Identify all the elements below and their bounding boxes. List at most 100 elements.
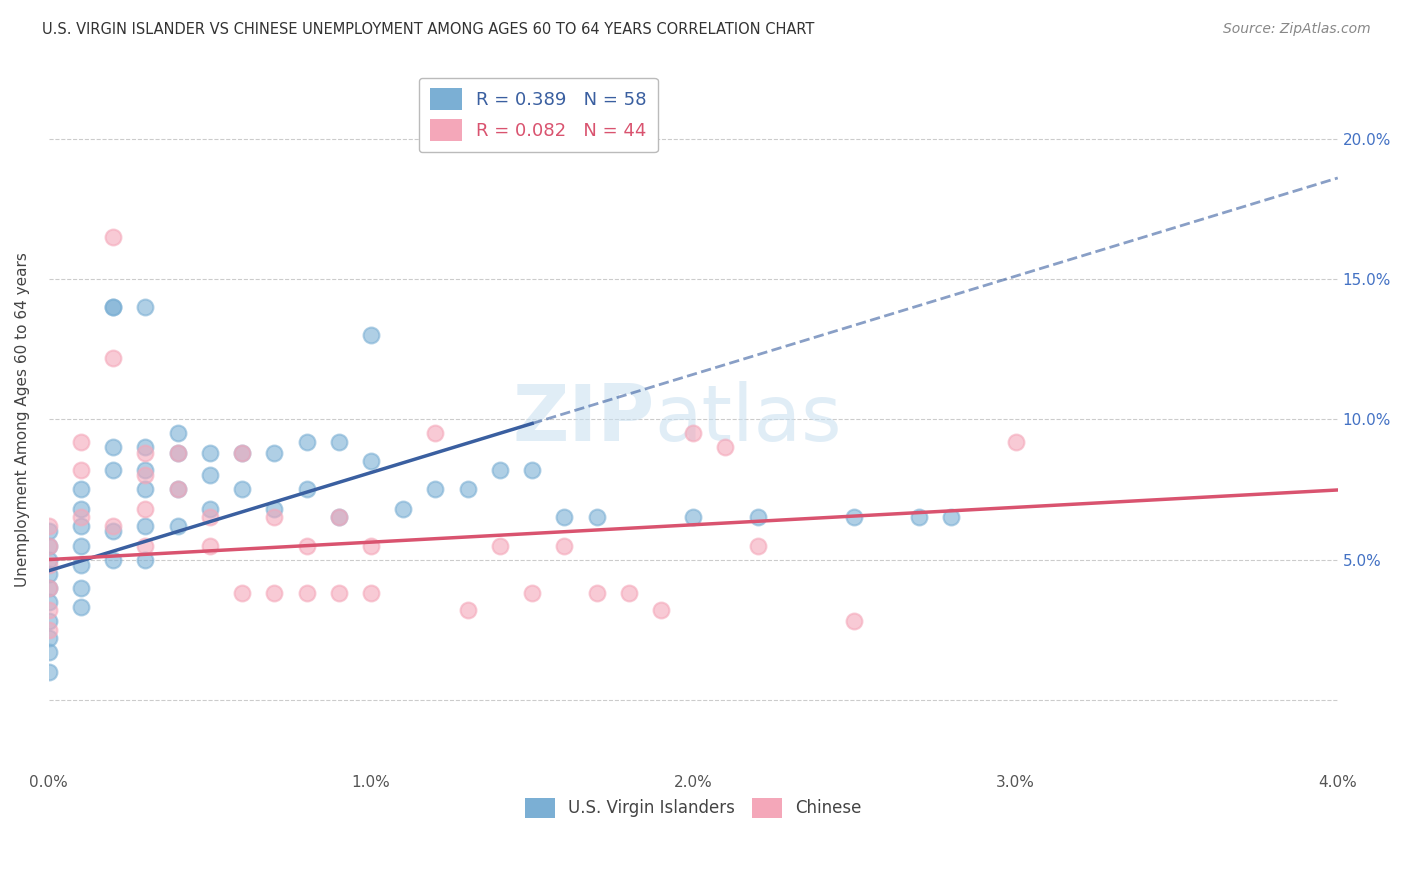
Point <box>328 510 350 524</box>
Point <box>38 552 60 566</box>
Point <box>231 483 253 497</box>
Text: U.S. VIRGIN ISLANDER VS CHINESE UNEMPLOYMENT AMONG AGES 60 TO 64 YEARS CORRELATI: U.S. VIRGIN ISLANDER VS CHINESE UNEMPLOY… <box>42 22 814 37</box>
Legend: U.S. Virgin Islanders, Chinese: U.S. Virgin Islanders, Chinese <box>519 791 869 825</box>
Point <box>328 586 350 600</box>
Point <box>134 539 156 553</box>
Point <box>38 665 60 679</box>
Point <box>134 502 156 516</box>
Point <box>198 468 221 483</box>
Point <box>295 434 318 449</box>
Point <box>166 519 188 533</box>
Point <box>103 300 125 314</box>
Point <box>747 539 769 553</box>
Point <box>166 483 188 497</box>
Point <box>844 615 866 629</box>
Point <box>134 463 156 477</box>
Point <box>198 446 221 460</box>
Point <box>328 510 350 524</box>
Point <box>263 446 285 460</box>
Point <box>38 631 60 645</box>
Point <box>489 539 512 553</box>
Point <box>585 510 607 524</box>
Point <box>103 552 125 566</box>
Point <box>166 426 188 441</box>
Point <box>425 426 447 441</box>
Point <box>103 230 125 244</box>
Point <box>360 328 382 343</box>
Point <box>70 519 93 533</box>
Point <box>38 603 60 617</box>
Point <box>263 502 285 516</box>
Point <box>166 446 188 460</box>
Point <box>38 581 60 595</box>
Point <box>520 586 543 600</box>
Point <box>103 524 125 539</box>
Point <box>844 510 866 524</box>
Point <box>295 586 318 600</box>
Point <box>231 446 253 460</box>
Point <box>38 558 60 573</box>
Point <box>198 502 221 516</box>
Point <box>70 600 93 615</box>
Point <box>38 519 60 533</box>
Point <box>747 510 769 524</box>
Point <box>38 594 60 608</box>
Point <box>134 468 156 483</box>
Point <box>295 483 318 497</box>
Point <box>134 519 156 533</box>
Text: ZIP: ZIP <box>512 381 655 458</box>
Point <box>457 483 479 497</box>
Point <box>134 552 156 566</box>
Point <box>70 483 93 497</box>
Point <box>134 483 156 497</box>
Point <box>103 440 125 454</box>
Point <box>38 524 60 539</box>
Point <box>38 623 60 637</box>
Point <box>38 645 60 659</box>
Point <box>103 351 125 365</box>
Point <box>263 510 285 524</box>
Point <box>38 566 60 581</box>
Text: atlas: atlas <box>655 381 842 458</box>
Point <box>392 502 415 516</box>
Point <box>682 510 704 524</box>
Point <box>328 434 350 449</box>
Point <box>198 539 221 553</box>
Point <box>231 586 253 600</box>
Point <box>38 539 60 553</box>
Point <box>360 586 382 600</box>
Point <box>263 586 285 600</box>
Point <box>908 510 931 524</box>
Point <box>489 463 512 477</box>
Point <box>360 539 382 553</box>
Point <box>231 446 253 460</box>
Point <box>166 446 188 460</box>
Point <box>38 539 60 553</box>
Text: Source: ZipAtlas.com: Source: ZipAtlas.com <box>1223 22 1371 37</box>
Point <box>520 463 543 477</box>
Point <box>134 440 156 454</box>
Point <box>457 603 479 617</box>
Point <box>198 510 221 524</box>
Point <box>103 519 125 533</box>
Point <box>295 539 318 553</box>
Point <box>70 434 93 449</box>
Point <box>939 510 962 524</box>
Point <box>70 463 93 477</box>
Point <box>714 440 737 454</box>
Point <box>617 586 640 600</box>
Point <box>103 463 125 477</box>
Point <box>38 615 60 629</box>
Point <box>70 539 93 553</box>
Point <box>1004 434 1026 449</box>
Point <box>166 483 188 497</box>
Point <box>70 581 93 595</box>
Point <box>134 300 156 314</box>
Point <box>682 426 704 441</box>
Y-axis label: Unemployment Among Ages 60 to 64 years: Unemployment Among Ages 60 to 64 years <box>15 252 30 587</box>
Point <box>70 502 93 516</box>
Point <box>38 581 60 595</box>
Point <box>585 586 607 600</box>
Point <box>70 558 93 573</box>
Point <box>650 603 672 617</box>
